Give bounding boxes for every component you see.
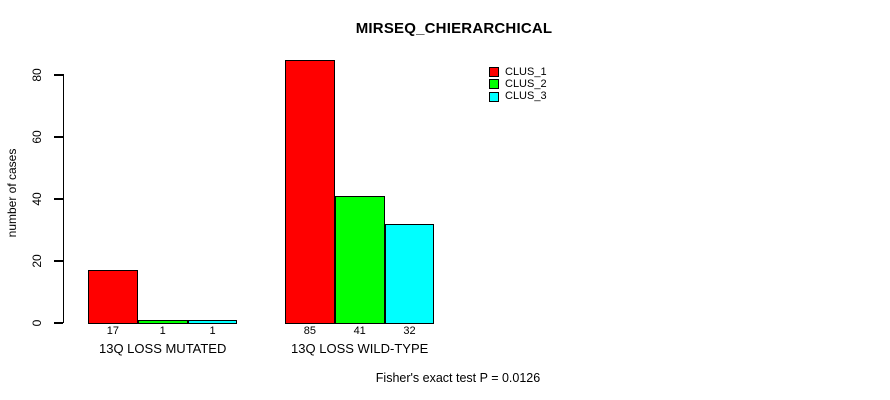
bar-value-label-clus-2-13q-loss-mutated: 1: [159, 325, 166, 337]
legend-label-clus-1: CLUS_1: [505, 65, 547, 78]
legend-label-clus-3: CLUS_3: [505, 90, 547, 103]
bar-clus-3-13q-loss-wild-type: [384, 223, 435, 324]
y-tick-0: [54, 322, 63, 324]
legend-swatch-clus-2: [489, 79, 499, 90]
bar-clus-2-13q-loss-wild-type: [334, 195, 385, 324]
legend-swatch-clus-1: [489, 67, 499, 77]
bar-clus-2-13q-loss-mutated: [137, 319, 188, 324]
legend-item-clus-3: CLUS_3: [489, 91, 547, 102]
bar-value-label-clus-3-13q-loss-wild-type: 32: [403, 325, 416, 337]
bar-value-label-clus-3-13q-loss-mutated: 1: [209, 325, 216, 337]
bar-value-label-clus-1-13q-loss-mutated: 17: [106, 325, 120, 337]
y-tick-label-60: 60: [30, 130, 44, 144]
y-tick-label-0: 0: [30, 319, 44, 327]
legend-item-clus-2: CLUS_2: [489, 77, 547, 90]
bar-clus-3-13q-loss-mutated: [187, 319, 238, 324]
y-tick-label-40: 40: [30, 192, 44, 206]
y-tick-60: [54, 136, 63, 138]
x-category-label-13q-loss-wild-type: 13Q LOSS WILD-TYPE: [291, 341, 429, 356]
legend-swatch-clus-3: [489, 91, 499, 102]
y-tick-label-20: 20: [30, 254, 44, 268]
bar-clus-1-13q-loss-mutated: [88, 270, 138, 324]
bar-value-label-clus-1-13q-loss-wild-type: 85: [303, 325, 317, 337]
x-category-label-13q-loss-mutated: 13Q LOSS MUTATED: [98, 341, 227, 356]
y-axis-line: [63, 74, 65, 324]
chart-title: MIRSEQ_CHIERARCHICAL: [355, 20, 553, 37]
y-tick-20: [54, 260, 63, 262]
bar-clus-1-13q-loss-wild-type: [285, 59, 335, 324]
y-tick-label-80: 80: [30, 68, 44, 82]
legend-label-clus-2: CLUS_2: [505, 77, 547, 90]
legend-item-clus-1: CLUS_1: [489, 65, 547, 78]
y-axis-title: number of cases: [5, 148, 19, 238]
y-tick-40: [54, 198, 63, 200]
bar-value-label-clus-2-13q-loss-wild-type: 41: [353, 325, 366, 337]
annotation-text: Fisher's exact test P = 0.0126: [375, 371, 541, 385]
y-tick-80: [54, 74, 63, 76]
